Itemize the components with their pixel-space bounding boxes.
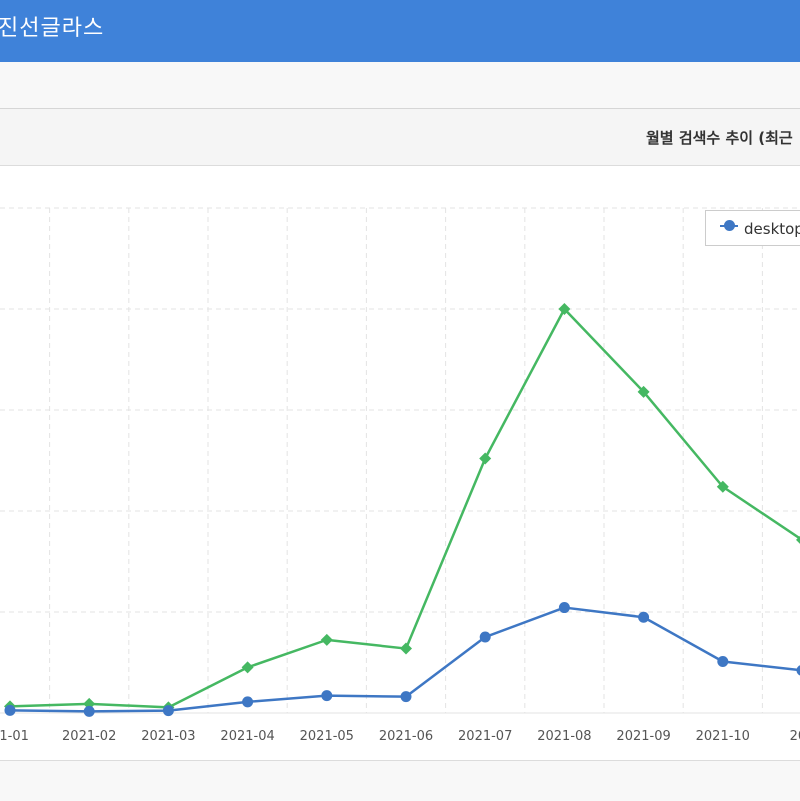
x-tick-label: 21-01	[0, 729, 29, 744]
data-point-desktop[interactable]	[242, 696, 253, 707]
data-point-series-1[interactable]	[242, 661, 254, 673]
legend-marker-desktop	[724, 220, 735, 231]
panel-footer	[0, 760, 800, 801]
x-tick-label: 202	[790, 729, 800, 744]
x-axis-ticks: 21-01 2021-02 2021-03 2021-04 2021-05 2021-06…	[0, 729, 800, 744]
data-point-desktop[interactable]	[5, 705, 16, 716]
legend-label-desktop: desktop	[744, 220, 800, 238]
line-chart: 21-01 2021-02 2021-03 2021-04 2021-05 2021-06…	[0, 166, 800, 760]
data-point-desktop[interactable]	[638, 612, 649, 623]
x-tick-label: 2021-06	[379, 729, 433, 744]
x-tick-label: 2021-09	[616, 729, 670, 744]
chart-legend[interactable]: desktop	[705, 210, 800, 246]
x-tick-label: 2021-03	[141, 729, 195, 744]
x-tick-label: 2021-04	[220, 729, 274, 744]
x-tick-label: 2021-08	[537, 729, 591, 744]
data-point-desktop[interactable]	[84, 706, 95, 717]
chart-panel-header: 월별 검색수 추이 (최근	[0, 109, 800, 166]
chart-points	[4, 303, 800, 717]
data-point-desktop[interactable]	[401, 691, 412, 702]
toolbar-strip	[0, 62, 800, 109]
data-point-series-1[interactable]	[400, 643, 412, 655]
x-tick-label: 2021-02	[62, 729, 116, 744]
data-point-desktop[interactable]	[480, 632, 491, 643]
data-point-series-1[interactable]	[479, 452, 491, 464]
app-header: 진선글라스	[0, 0, 800, 62]
chart-heading: 월별 검색수 추이 (최근	[646, 127, 793, 148]
data-point-desktop[interactable]	[559, 602, 570, 613]
data-point-desktop[interactable]	[797, 665, 800, 676]
x-tick-label: 2021-10	[696, 729, 750, 744]
data-point-desktop[interactable]	[321, 690, 332, 701]
data-point-desktop[interactable]	[717, 656, 728, 667]
page-title: 진선글라스	[0, 10, 104, 42]
data-point-desktop[interactable]	[163, 705, 174, 716]
x-tick-label: 2021-07	[458, 729, 512, 744]
x-tick-label: 2021-05	[300, 729, 354, 744]
data-point-series-1[interactable]	[321, 634, 333, 646]
